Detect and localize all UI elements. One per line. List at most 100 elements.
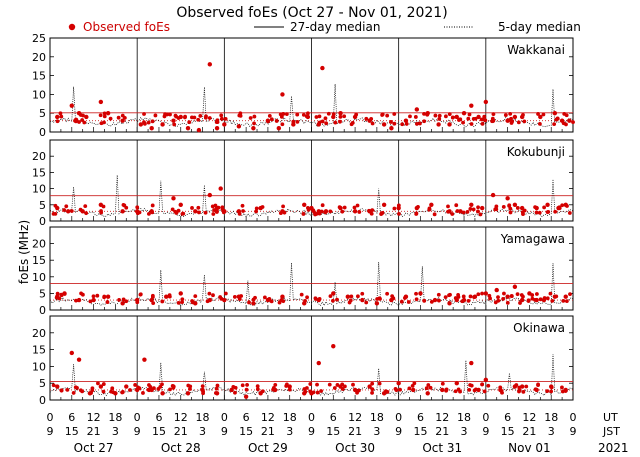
observed-point (311, 390, 316, 395)
observed-point (392, 206, 397, 211)
observed-point (102, 114, 107, 119)
observed-point (360, 297, 365, 303)
observed-point (553, 209, 558, 214)
observed-point (510, 119, 515, 124)
observed-point (128, 388, 132, 392)
observed-point (245, 383, 249, 387)
y-tick-label: 0 (39, 394, 46, 407)
observed-point (302, 202, 307, 207)
observed-point (197, 210, 201, 215)
observed-point (538, 114, 543, 120)
observed-point (501, 297, 506, 301)
observed-point (91, 294, 96, 299)
observed-point (232, 295, 237, 299)
observed-point (533, 205, 538, 210)
observed-point (75, 385, 79, 390)
y-tick-label: 5 (39, 199, 46, 212)
legend: Observed foEs 27-day median 5-day median (68, 20, 581, 34)
observed-point (91, 297, 96, 303)
observed-point (396, 203, 401, 208)
observed-point (355, 294, 360, 299)
x-tick-label-jst: 15 (501, 425, 515, 438)
observed-point (447, 122, 452, 127)
observed-point (340, 387, 345, 391)
observed-point (98, 113, 103, 118)
observed-point (192, 115, 197, 120)
y-tick-label: 20 (32, 327, 46, 340)
observed-point (121, 297, 126, 302)
observed-point (524, 384, 529, 389)
x-tick-label-jst: 9 (134, 425, 141, 438)
observed-point (518, 301, 522, 305)
observed-point (314, 297, 318, 301)
observed-point (188, 384, 193, 389)
observed-point (308, 389, 313, 394)
x-tick-label-ut: 18 (196, 411, 210, 424)
observed-point (436, 122, 441, 127)
observed-point (172, 122, 177, 127)
observed-point (151, 301, 156, 305)
observed-point (447, 293, 451, 298)
observed-point (451, 115, 455, 120)
observed-point (472, 388, 477, 393)
observed-point (391, 296, 396, 301)
observed-point (469, 202, 474, 207)
observed-point (308, 382, 313, 386)
observed-point (237, 211, 242, 216)
observed-point (427, 206, 432, 211)
x-tick-label-ut: 0 (570, 411, 577, 424)
observed-point (168, 387, 172, 392)
x-tick-label-jst: 15 (152, 425, 166, 438)
observed-point (354, 112, 359, 117)
observed-point (493, 300, 498, 305)
observed-point (135, 211, 140, 216)
observed-point (260, 389, 265, 394)
observed-point (483, 377, 489, 383)
observed-point (170, 207, 175, 212)
observed-point (545, 389, 550, 393)
x-tick-label-ut: 12 (174, 411, 188, 424)
observed-point (171, 118, 176, 123)
observed-point (521, 112, 525, 117)
observed-point (213, 391, 218, 395)
observed-point (108, 116, 113, 121)
observed-point (287, 384, 292, 389)
observed-point (468, 207, 473, 211)
observed-point (407, 386, 412, 391)
observed-point (201, 389, 206, 394)
observed-point (116, 115, 121, 120)
observed-point (563, 389, 568, 393)
observed-point (432, 297, 438, 303)
x-tick-label-ut: 12 (87, 411, 101, 424)
x-tick-label-jst: 21 (87, 425, 101, 438)
observed-point (314, 211, 319, 216)
observed-point (447, 301, 452, 306)
observed-point (414, 211, 419, 216)
observed-point (305, 295, 309, 300)
observed-point (142, 112, 146, 116)
observed-point (205, 299, 210, 304)
x-tick-label-jst: 3 (199, 425, 206, 438)
observed-point (98, 99, 104, 105)
observed-point (557, 206, 562, 211)
x-tick-label-jst: 15 (65, 425, 79, 438)
observed-point (219, 116, 224, 121)
observed-point (295, 112, 300, 117)
observed-point (211, 293, 215, 298)
y-tick-label: 10 (32, 183, 46, 196)
observed-point (447, 112, 452, 117)
x-tick-label-ut: 0 (308, 411, 315, 424)
observed-point (74, 117, 79, 122)
panels: 0 5 10 15 20 25 Wakkanai 0 5 10 15 20 Kokubunji 0 5 10 1… (32, 32, 575, 407)
observed-point (467, 112, 472, 117)
observed-point (512, 284, 518, 289)
observed-point (141, 391, 145, 395)
observed-point (244, 387, 249, 392)
observed-point (260, 205, 265, 209)
observed-point (519, 205, 525, 211)
observed-point (317, 120, 322, 125)
observed-point (537, 121, 542, 126)
observed-point (534, 210, 539, 215)
observed-point (84, 114, 89, 120)
